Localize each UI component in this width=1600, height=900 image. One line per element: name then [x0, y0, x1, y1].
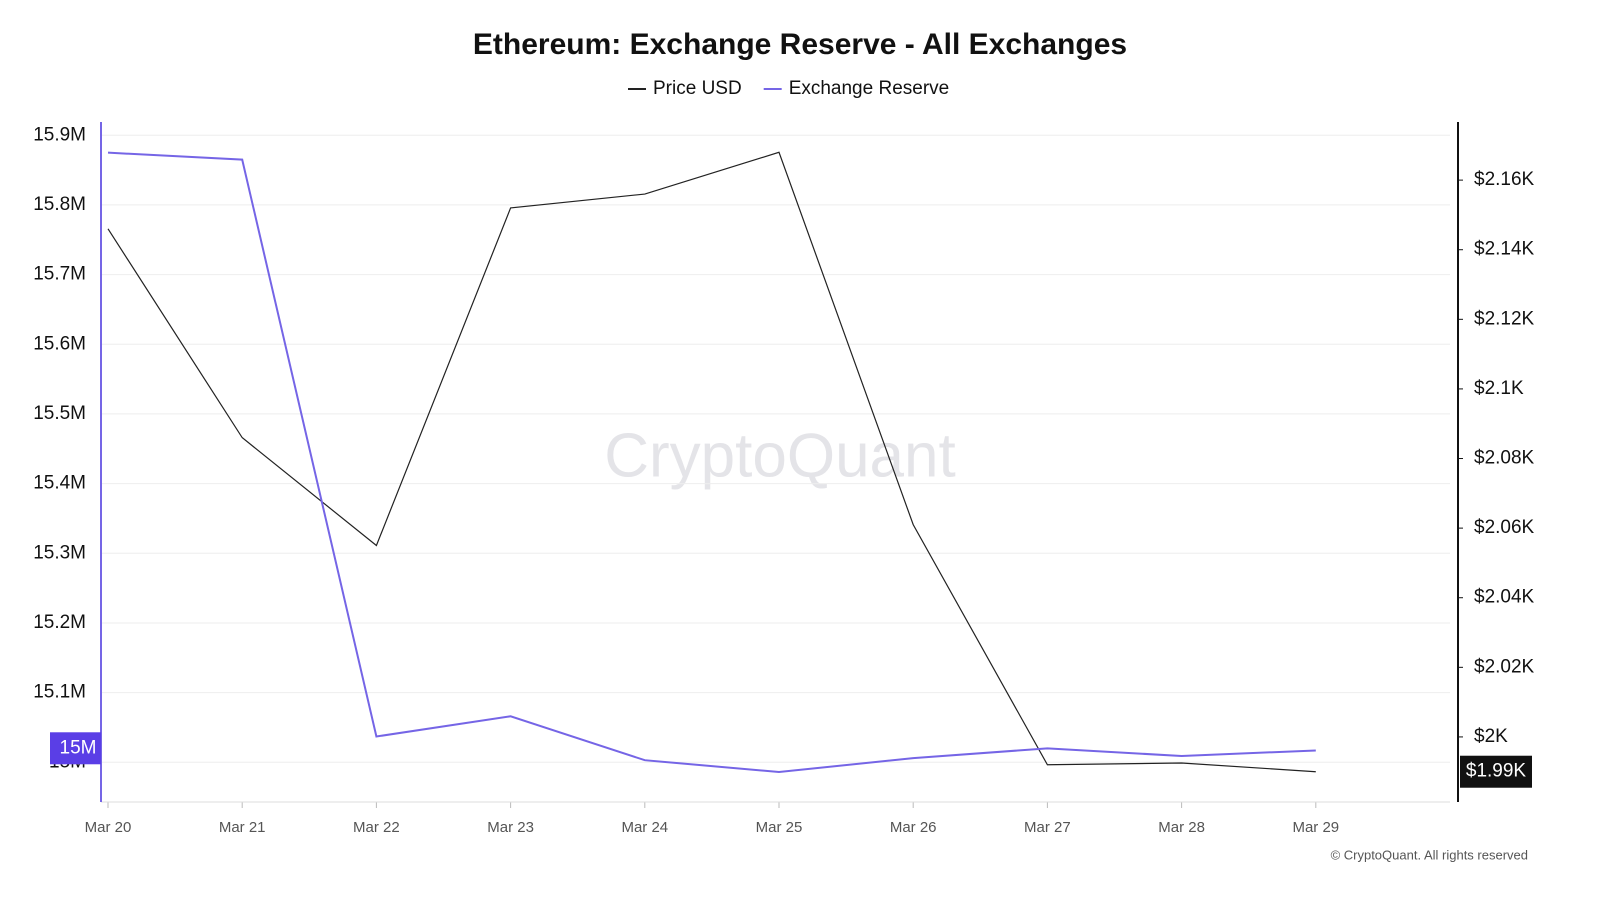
x-tick-label: Mar 24	[621, 819, 668, 836]
current-value-label: 15M	[60, 737, 97, 758]
series-line	[107, 151, 1316, 773]
x-tick-label: Mar 28	[1158, 819, 1205, 836]
x-tick-label: Mar 26	[890, 819, 937, 836]
y2-tick-label: $2.1K	[1474, 378, 1524, 399]
y-tick-label: 15.9M	[33, 124, 86, 145]
y-tick-label: 15.1M	[33, 682, 86, 703]
y2-tick-label: $2.14K	[1474, 239, 1535, 260]
y-tick-label: 15.5M	[33, 403, 86, 424]
x-tick-label: Mar 25	[756, 819, 803, 836]
x-tick-label: Mar 23	[487, 819, 534, 836]
y-tick-label: 15.3M	[33, 542, 86, 563]
watermark: CryptoQuant	[604, 421, 956, 490]
credit: © CryptoQuant. All rights reserved	[1331, 847, 1528, 862]
current-value-badge	[50, 732, 101, 765]
current-value-badge	[1460, 755, 1532, 788]
y2-tick-label: $2.16K	[1474, 169, 1535, 190]
x-tick-label: Mar 21	[219, 819, 266, 836]
y-tick-label: 15.8M	[33, 194, 86, 215]
current-value-label: $1.99K	[1466, 761, 1527, 782]
y2-tick-label: $2.08K	[1474, 448, 1535, 469]
x-tick-label: Mar 27	[1024, 819, 1071, 836]
legend-label: Exchange Reserve	[789, 78, 950, 99]
y2-tick-label: $2.12K	[1474, 308, 1535, 329]
y-tick-label: 15.7M	[33, 264, 86, 285]
y2-tick-label: $2K	[1474, 726, 1508, 747]
legend-label: Price USD	[653, 78, 742, 99]
y2-tick-label: $2.02K	[1474, 656, 1535, 677]
y-tick-label: 15.6M	[33, 333, 86, 354]
y2-tick-label: $2.06K	[1474, 517, 1535, 538]
chart-title: Ethereum: Exchange Reserve - All Exchang…	[473, 28, 1127, 61]
series-line	[107, 151, 1316, 774]
x-tick-label: Mar 20	[85, 819, 132, 836]
y-tick-label: 15.4M	[33, 473, 86, 494]
y-tick-label: 15.2M	[33, 612, 86, 633]
x-tick-label: Mar 29	[1292, 819, 1339, 836]
y2-tick-label: $2.04K	[1474, 587, 1535, 608]
x-tick-label: Mar 22	[353, 819, 400, 836]
